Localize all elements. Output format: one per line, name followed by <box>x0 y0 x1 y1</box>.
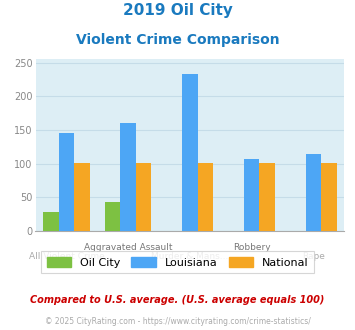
Bar <box>43 212 59 231</box>
Bar <box>244 159 260 231</box>
Text: Murder & Mans...: Murder & Mans... <box>151 252 229 261</box>
Text: Robbery: Robbery <box>233 243 271 251</box>
Text: 2019 Oil City: 2019 Oil City <box>122 3 233 18</box>
Text: Rape: Rape <box>302 252 325 261</box>
Text: Violent Crime Comparison: Violent Crime Comparison <box>76 33 279 47</box>
Bar <box>198 163 213 231</box>
Bar <box>120 123 136 231</box>
Text: Compared to U.S. average. (U.S. average equals 100): Compared to U.S. average. (U.S. average … <box>30 295 325 305</box>
Bar <box>59 133 74 231</box>
Bar <box>74 163 89 231</box>
Bar <box>182 74 198 231</box>
Text: Aggravated Assault: Aggravated Assault <box>84 243 173 251</box>
Bar <box>306 153 321 231</box>
Text: All Violent Crime: All Violent Crime <box>28 252 104 261</box>
Bar <box>136 163 151 231</box>
Legend: Oil City, Louisiana, National: Oil City, Louisiana, National <box>41 251 314 273</box>
Text: © 2025 CityRating.com - https://www.cityrating.com/crime-statistics/: © 2025 CityRating.com - https://www.city… <box>45 317 310 326</box>
Bar <box>321 163 337 231</box>
Bar <box>105 202 120 231</box>
Bar <box>260 163 275 231</box>
